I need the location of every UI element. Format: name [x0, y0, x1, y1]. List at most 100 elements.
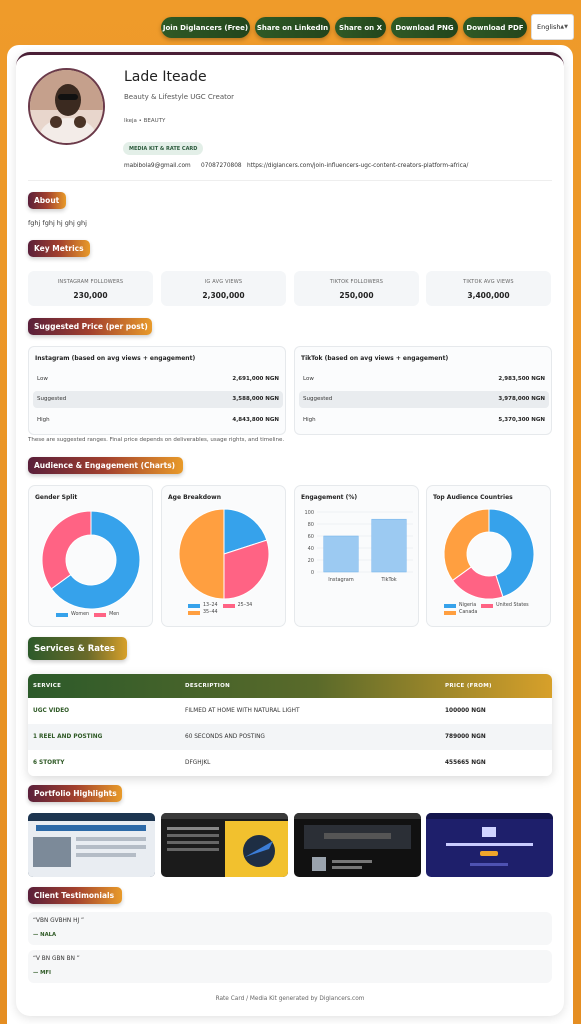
- legend-label: Nigeria: [459, 603, 477, 608]
- join-diglancers-button[interactable]: Join Diglancers (Free): [161, 17, 250, 38]
- service-name: 6 STORTY: [33, 760, 65, 766]
- price-value: 2,691,000 NGN: [232, 376, 279, 382]
- column-header: PRICE (FROM): [445, 683, 492, 689]
- portfolio-image: [294, 813, 421, 877]
- testimonial-card: “VBN GVBHN HJ ” — NALA: [28, 912, 552, 945]
- y-tick-label: 20: [308, 558, 314, 564]
- y-tick-label: 40: [308, 546, 314, 552]
- divider: [28, 180, 552, 181]
- pie-slice-nigeria: [488, 508, 535, 598]
- footer-credit: Rate Card / Media Kit generated by Digla…: [215, 996, 365, 1002]
- legend-item: Nigeria: [444, 603, 476, 608]
- legend-item: Women: [56, 612, 89, 617]
- service-price: 455665 NGN: [445, 760, 486, 766]
- testimonial-quote: “VBN GVBHN HJ ”: [33, 918, 85, 924]
- chart-title: Engagement (%): [301, 494, 358, 501]
- avatar-photo: [30, 70, 103, 143]
- suggested-price-heading: Suggested Price (per post): [28, 318, 152, 335]
- portfolio-image: [161, 813, 288, 877]
- legend-label: Men: [109, 612, 120, 617]
- price-label: Low: [37, 376, 48, 382]
- legend-label: Women: [71, 612, 90, 617]
- media-kit-chip: MEDIA KIT & RATE CARD: [123, 142, 204, 155]
- portfolio-thumbnail[interactable]: [28, 813, 155, 877]
- metric-card: INSTAGRAM FOLLOWERS 230,000: [28, 271, 153, 306]
- language-value: English: [537, 23, 561, 31]
- y-tick-label: 0: [311, 570, 314, 576]
- download-pdf-button[interactable]: Download PDF: [463, 17, 527, 38]
- legend-swatch: [481, 603, 494, 608]
- testimonials-heading: Client Testimonials: [28, 887, 122, 904]
- price-value: 4,843,800 NGN: [232, 417, 279, 423]
- language-select[interactable]: English ▲▼: [531, 14, 574, 40]
- download-png-button[interactable]: Download PNG: [391, 17, 458, 38]
- chart-legend: Women Men: [56, 612, 124, 619]
- price-label: Suggested: [37, 396, 67, 402]
- portfolio-image: [426, 813, 553, 877]
- legend-item: Canada: [444, 610, 477, 615]
- y-tick-label: 100: [304, 510, 314, 516]
- portfolio-thumbnail[interactable]: [426, 813, 553, 877]
- bar-instagram: [323, 535, 359, 573]
- portfolio-thumbnail[interactable]: [294, 813, 421, 877]
- about-heading: About: [28, 192, 66, 209]
- service-price: 100000 NGN: [445, 708, 486, 714]
- portfolio-image: [28, 813, 155, 877]
- instagram-price-table: Instagram (based on avg views + engageme…: [28, 346, 286, 435]
- contact-phone[interactable]: 07087270808: [201, 163, 242, 169]
- service-description: 60 SECONDS AND POSTING: [185, 734, 265, 740]
- pie-slice-13-24: [223, 508, 268, 555]
- column-header: SERVICE: [33, 683, 62, 689]
- metric-card: TIKTOK FOLLOWERS 250,000: [294, 271, 419, 306]
- x-tick-label: TikTok: [380, 577, 396, 583]
- pie-slice-35-44: [178, 508, 225, 600]
- contact-email[interactable]: mabibola9@gmail.com: [124, 163, 191, 169]
- chart-title: Gender Split: [35, 494, 78, 501]
- creator-name: Lade Iteade: [124, 69, 207, 85]
- gender-chart-panel: Gender Split Women Men: [28, 485, 153, 627]
- price-row: Suggested 3,588,000 NGN: [33, 391, 283, 408]
- tiktok-price-table: TikTok (based on avg views + engagement)…: [294, 346, 552, 435]
- legend-swatch: [56, 612, 68, 617]
- pie-slice-canada: [443, 508, 490, 582]
- share-x-button[interactable]: Share on X: [335, 17, 386, 38]
- chevron-down-icon: ▲▼: [560, 24, 568, 30]
- service-price: 789000 NGN: [445, 734, 486, 740]
- price-table-title: TikTok (based on avg views + engagement): [301, 355, 449, 362]
- legend-swatch: [444, 610, 456, 615]
- services-heading: Services & Rates: [28, 637, 127, 660]
- engagement-chart-panel: Engagement (%) 100 80 60 40 20 0 Instagram TikT…: [294, 485, 419, 627]
- price-row: Low 2,983,500 NGN: [299, 371, 549, 388]
- contact-url[interactable]: https://diglancers.com/join-influencers-…: [247, 163, 469, 169]
- price-value: 5,370,300 NGN: [498, 417, 545, 423]
- metric-card: TIKTOK AVG VIEWS 3,400,000: [426, 271, 551, 306]
- price-label: Suggested: [303, 396, 333, 402]
- media-kit-card: Lade Iteade Beauty & Lifestyle UGC Creat…: [16, 52, 564, 1016]
- testimonial-author: — NALA: [33, 932, 57, 938]
- creator-location: Ikeja • BEAUTY: [124, 118, 166, 124]
- price-row: Suggested 3,978,000 NGN: [299, 391, 549, 408]
- y-tick-label: 80: [308, 522, 314, 528]
- price-value: 2,983,500 NGN: [498, 376, 545, 382]
- legend-label: United States: [496, 603, 529, 608]
- metric-label: INSTAGRAM FOLLOWERS: [57, 279, 124, 285]
- price-label: High: [37, 417, 50, 423]
- portfolio-thumbnail[interactable]: [161, 813, 288, 877]
- price-value: 3,588,000 NGN: [232, 396, 279, 402]
- testimonial-quote: “V BN GBN BN ”: [33, 956, 80, 962]
- legend-item: 13–24: [188, 603, 218, 608]
- testimonial-author: — MFI: [33, 970, 52, 976]
- share-linkedin-button[interactable]: Share on LinkedIn: [255, 17, 330, 38]
- service-description: DFGHJKL: [185, 760, 211, 766]
- creator-role: Beauty & Lifestyle UGC Creator: [124, 93, 235, 101]
- countries-chart-panel: Top Audience Countries Nigeria United Sta…: [426, 485, 551, 627]
- service-description: FILMED AT HOME WITH NATURAL LIGHT: [185, 708, 300, 714]
- charts-heading: Audience & Engagement (Charts): [28, 457, 183, 474]
- metric-label: TIKTOK AVG VIEWS: [463, 279, 514, 285]
- chart-legend: 13–24 25–34 35–44: [188, 603, 268, 617]
- x-tick-label: Instagram: [328, 577, 354, 583]
- pie-slice-women: [50, 510, 141, 610]
- legend-item: Men: [94, 612, 119, 617]
- legend-label: 13–24: [203, 603, 218, 608]
- price-note: These are suggested ranges. Final price …: [28, 437, 285, 443]
